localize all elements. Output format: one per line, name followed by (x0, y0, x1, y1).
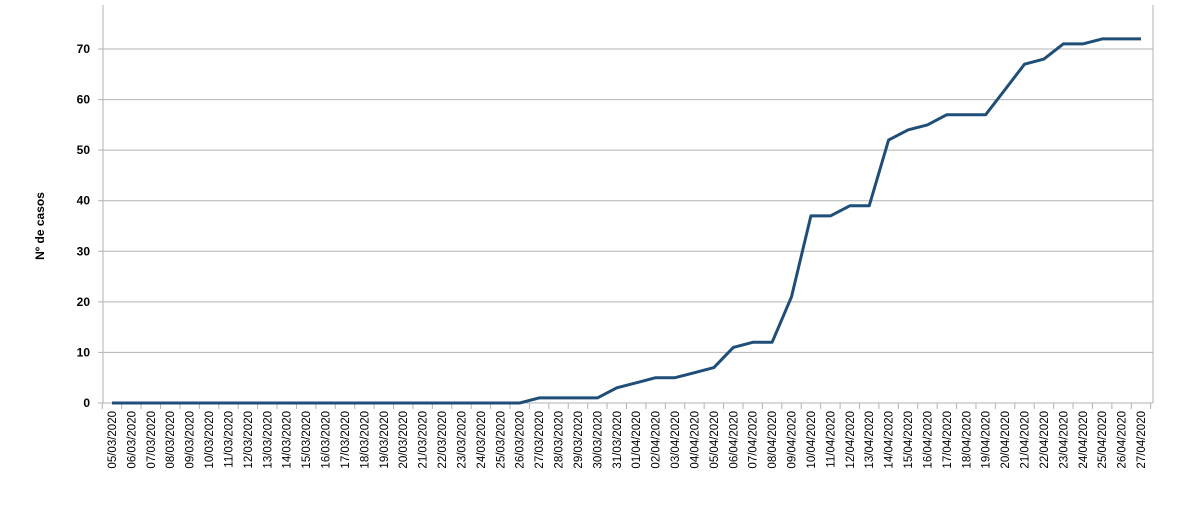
x-tick-label: 03/04/2020 (670, 411, 682, 469)
x-tick-label: 06/03/2020 (126, 411, 138, 469)
x-tick-label: 25/04/2020 (1097, 411, 1109, 469)
x-tick-label: 10/04/2020 (806, 411, 818, 469)
x-tick-label: 17/03/2020 (340, 411, 352, 469)
x-tick-label: 07/03/2020 (146, 411, 158, 469)
y-axis-label: Nº de casos (33, 192, 47, 260)
y-tick-label: 30 (77, 244, 91, 258)
x-tick-label: 18/04/2020 (961, 411, 973, 469)
x-tick-label: 10/03/2020 (204, 411, 216, 469)
x-tick-label: 07/04/2020 (748, 411, 760, 469)
x-tick-label: 09/04/2020 (787, 411, 799, 469)
x-tick-label: 29/03/2020 (573, 411, 585, 469)
x-tick-label: 30/03/2020 (592, 411, 604, 469)
x-tick-label: 08/04/2020 (767, 411, 779, 469)
y-tick-label: 60 (77, 93, 91, 107)
x-tick-label: 28/03/2020 (554, 411, 566, 469)
x-tick-label: 27/04/2020 (1136, 411, 1148, 469)
x-tick-label: 21/04/2020 (1020, 411, 1032, 469)
x-tick-label: 12/04/2020 (845, 411, 857, 469)
y-tick-label: 70 (77, 42, 91, 56)
x-tick-label: 02/04/2020 (651, 411, 663, 469)
gridlines (98, 5, 1153, 409)
x-tick-label: 17/04/2020 (942, 411, 954, 469)
y-tick-labels: 0 10 20 30 40 50 60 70 (77, 42, 91, 410)
x-tick-label: 18/03/2020 (359, 411, 371, 469)
x-tick-label: 09/03/2020 (185, 411, 197, 469)
x-tick-label: 08/03/2020 (165, 411, 177, 469)
series-line (112, 39, 1141, 403)
y-tick-label: 10 (77, 345, 91, 359)
x-tick-label: 26/04/2020 (1117, 411, 1129, 469)
y-tick-label: 40 (77, 194, 91, 208)
x-tick-label: 14/03/2020 (282, 411, 294, 469)
x-tick-label: 05/04/2020 (709, 411, 721, 469)
y-tick-label: 20 (77, 295, 91, 309)
x-tick-label: 19/03/2020 (379, 411, 391, 469)
x-tick-label: 11/03/2020 (223, 411, 235, 468)
x-tick-label: 16/03/2020 (321, 411, 333, 469)
x-tick-label: 11/04/2020 (825, 411, 837, 468)
x-tick-labels: 05/03/2020 06/03/2020 07/03/2020 08/03/2020… (107, 411, 1148, 469)
x-tick-label: 24/03/2020 (476, 411, 488, 469)
x-tick-label: 21/03/2020 (418, 411, 430, 469)
x-tick-label: 23/03/2020 (456, 411, 468, 469)
x-tick-label: 31/03/2020 (612, 411, 624, 469)
y-tick-label: 0 (83, 396, 90, 410)
x-tick-label: 05/03/2020 (107, 411, 119, 469)
x-tick-label: 04/04/2020 (689, 411, 701, 469)
x-tick-label: 12/03/2020 (243, 411, 255, 469)
x-tick-label: 06/04/2020 (728, 411, 740, 469)
x-tick-label: 20/04/2020 (1000, 411, 1012, 469)
x-tick-label: 22/04/2020 (1039, 411, 1051, 469)
x-tick-label: 15/03/2020 (301, 411, 313, 469)
cases-line (112, 39, 1141, 403)
x-tick-label: 27/03/2020 (534, 411, 546, 469)
x-tick-label: 15/04/2020 (903, 411, 915, 469)
x-tick-label: 25/03/2020 (495, 411, 507, 469)
x-tick-label: 22/03/2020 (437, 411, 449, 469)
x-tick-label: 20/03/2020 (398, 411, 410, 469)
x-tick-label: 16/04/2020 (922, 411, 934, 469)
x-tick-label: 23/04/2020 (1058, 411, 1070, 469)
x-tick-label: 14/04/2020 (884, 411, 896, 469)
y-tick-label: 50 (77, 143, 91, 157)
x-tick-label: 19/04/2020 (981, 411, 993, 469)
x-tick-label: 26/03/2020 (515, 411, 527, 469)
x-tick-label: 13/04/2020 (864, 411, 876, 469)
x-tick-label: 13/03/2020 (262, 411, 274, 469)
x-tick-label: 24/04/2020 (1078, 411, 1090, 469)
x-tick-label: 01/04/2020 (631, 411, 643, 469)
